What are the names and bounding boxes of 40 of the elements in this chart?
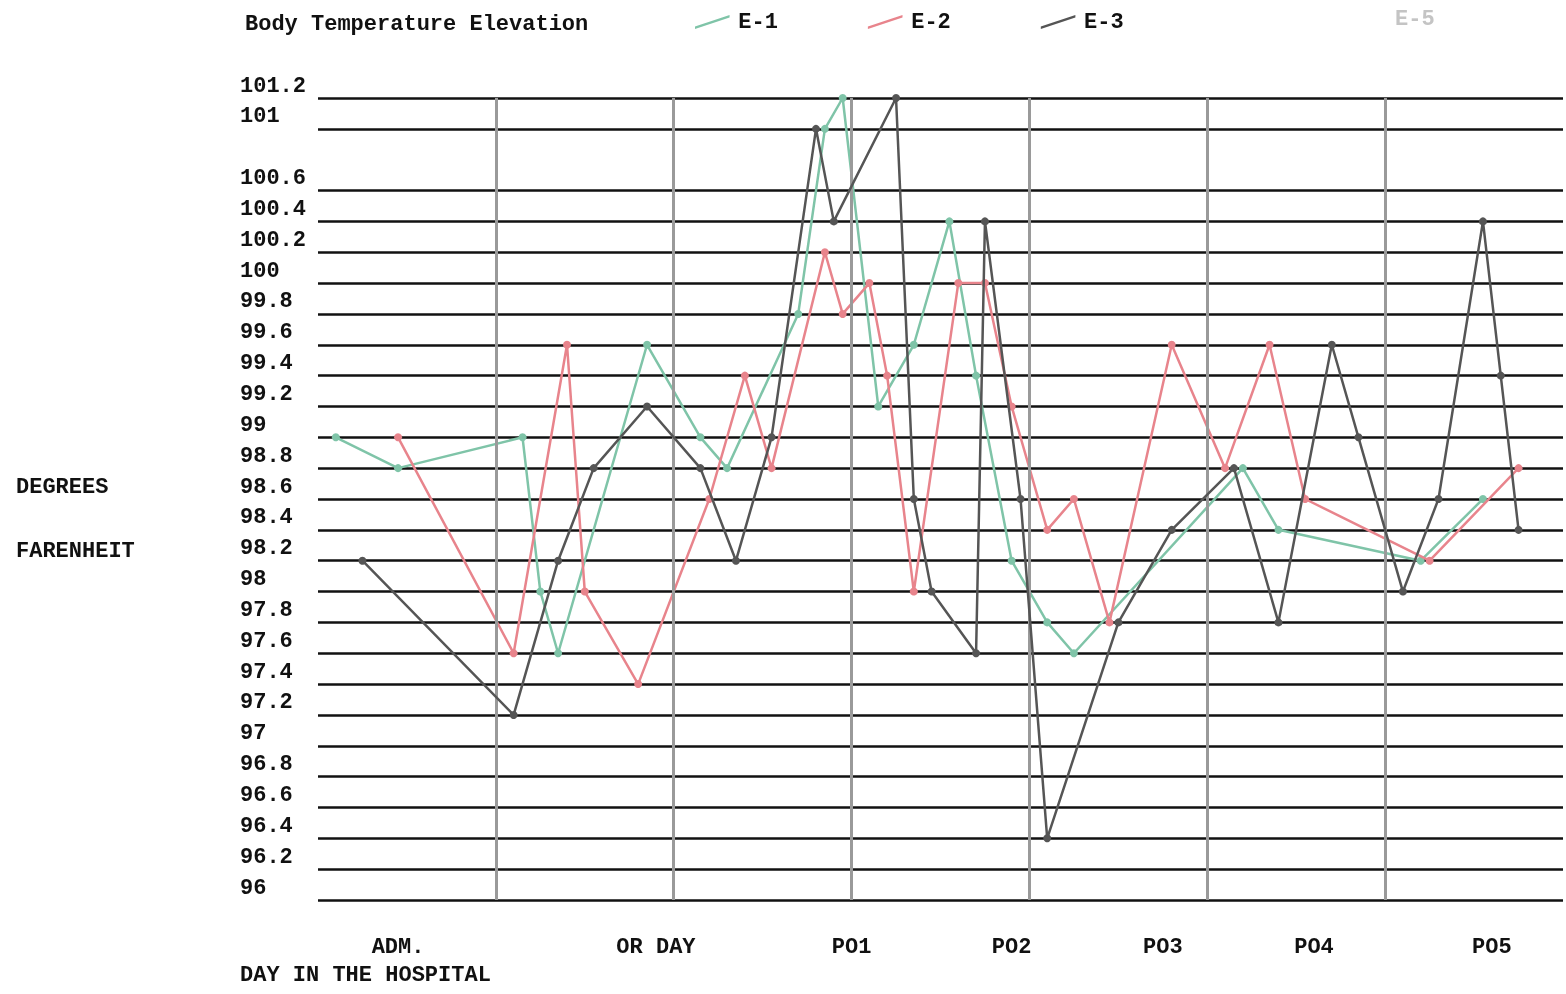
y-tick-label: 100.2 bbox=[240, 227, 307, 253]
text: E-5 bbox=[1395, 6, 1435, 32]
y-tick-label: 96.4 bbox=[240, 813, 293, 839]
y-tick-label: 100 bbox=[240, 258, 280, 284]
x-tick-label: OR DAY bbox=[616, 934, 697, 960]
x-tick-label: ADM. bbox=[371, 934, 425, 960]
legend-label: E-2 bbox=[911, 9, 951, 35]
y-tick-label: 98.4 bbox=[240, 505, 293, 531]
y-tick-label: 98.6 bbox=[240, 474, 293, 500]
y-tick-label: 97.4 bbox=[240, 659, 293, 685]
text: DEGREES FARENHEIT bbox=[16, 474, 135, 564]
y-tick-label: 97.6 bbox=[240, 628, 293, 654]
y-tick-label: 97.2 bbox=[240, 690, 293, 716]
y-tick-label: 96.8 bbox=[240, 752, 293, 778]
x-tick-label: PO5 bbox=[1472, 934, 1512, 960]
x-axis-title: DAY IN THE HOSPITAL bbox=[240, 962, 491, 988]
chart-title: Body Temperature Elevation bbox=[245, 11, 589, 37]
y-tick-label: 97.8 bbox=[240, 597, 293, 623]
y-tick-label: 98 bbox=[240, 567, 267, 593]
legend-label: E-1 bbox=[738, 9, 778, 35]
y-tick-label: 99 bbox=[240, 412, 267, 438]
y-tick-label: 97 bbox=[240, 721, 267, 747]
y-tick-label: 99.8 bbox=[240, 289, 293, 315]
y-tick-label: 96 bbox=[240, 875, 267, 901]
y-tick-label: 96.6 bbox=[240, 782, 293, 808]
y-tick-label: 99.4 bbox=[240, 351, 293, 377]
y-tick-label: 99.2 bbox=[240, 381, 293, 407]
y-tick-label: 98.2 bbox=[240, 536, 293, 562]
x-tick-label: PO4 bbox=[1294, 934, 1334, 960]
y-tick-label: 100.4 bbox=[240, 196, 307, 222]
y-tick-label: 98.8 bbox=[240, 443, 293, 469]
legend-label: E-3 bbox=[1084, 9, 1124, 35]
x-tick-label: PO3 bbox=[1143, 934, 1183, 960]
x-tick-label: PO1 bbox=[831, 934, 872, 960]
y-tick-label: 99.6 bbox=[240, 320, 293, 346]
y-tick-label: 101 bbox=[240, 104, 280, 130]
y-tick-label: 101.2 bbox=[240, 73, 307, 99]
x-tick-label: PO2 bbox=[991, 934, 1032, 960]
y-tick-label: 100.6 bbox=[240, 166, 307, 192]
y-tick-label: 96.2 bbox=[240, 844, 293, 870]
